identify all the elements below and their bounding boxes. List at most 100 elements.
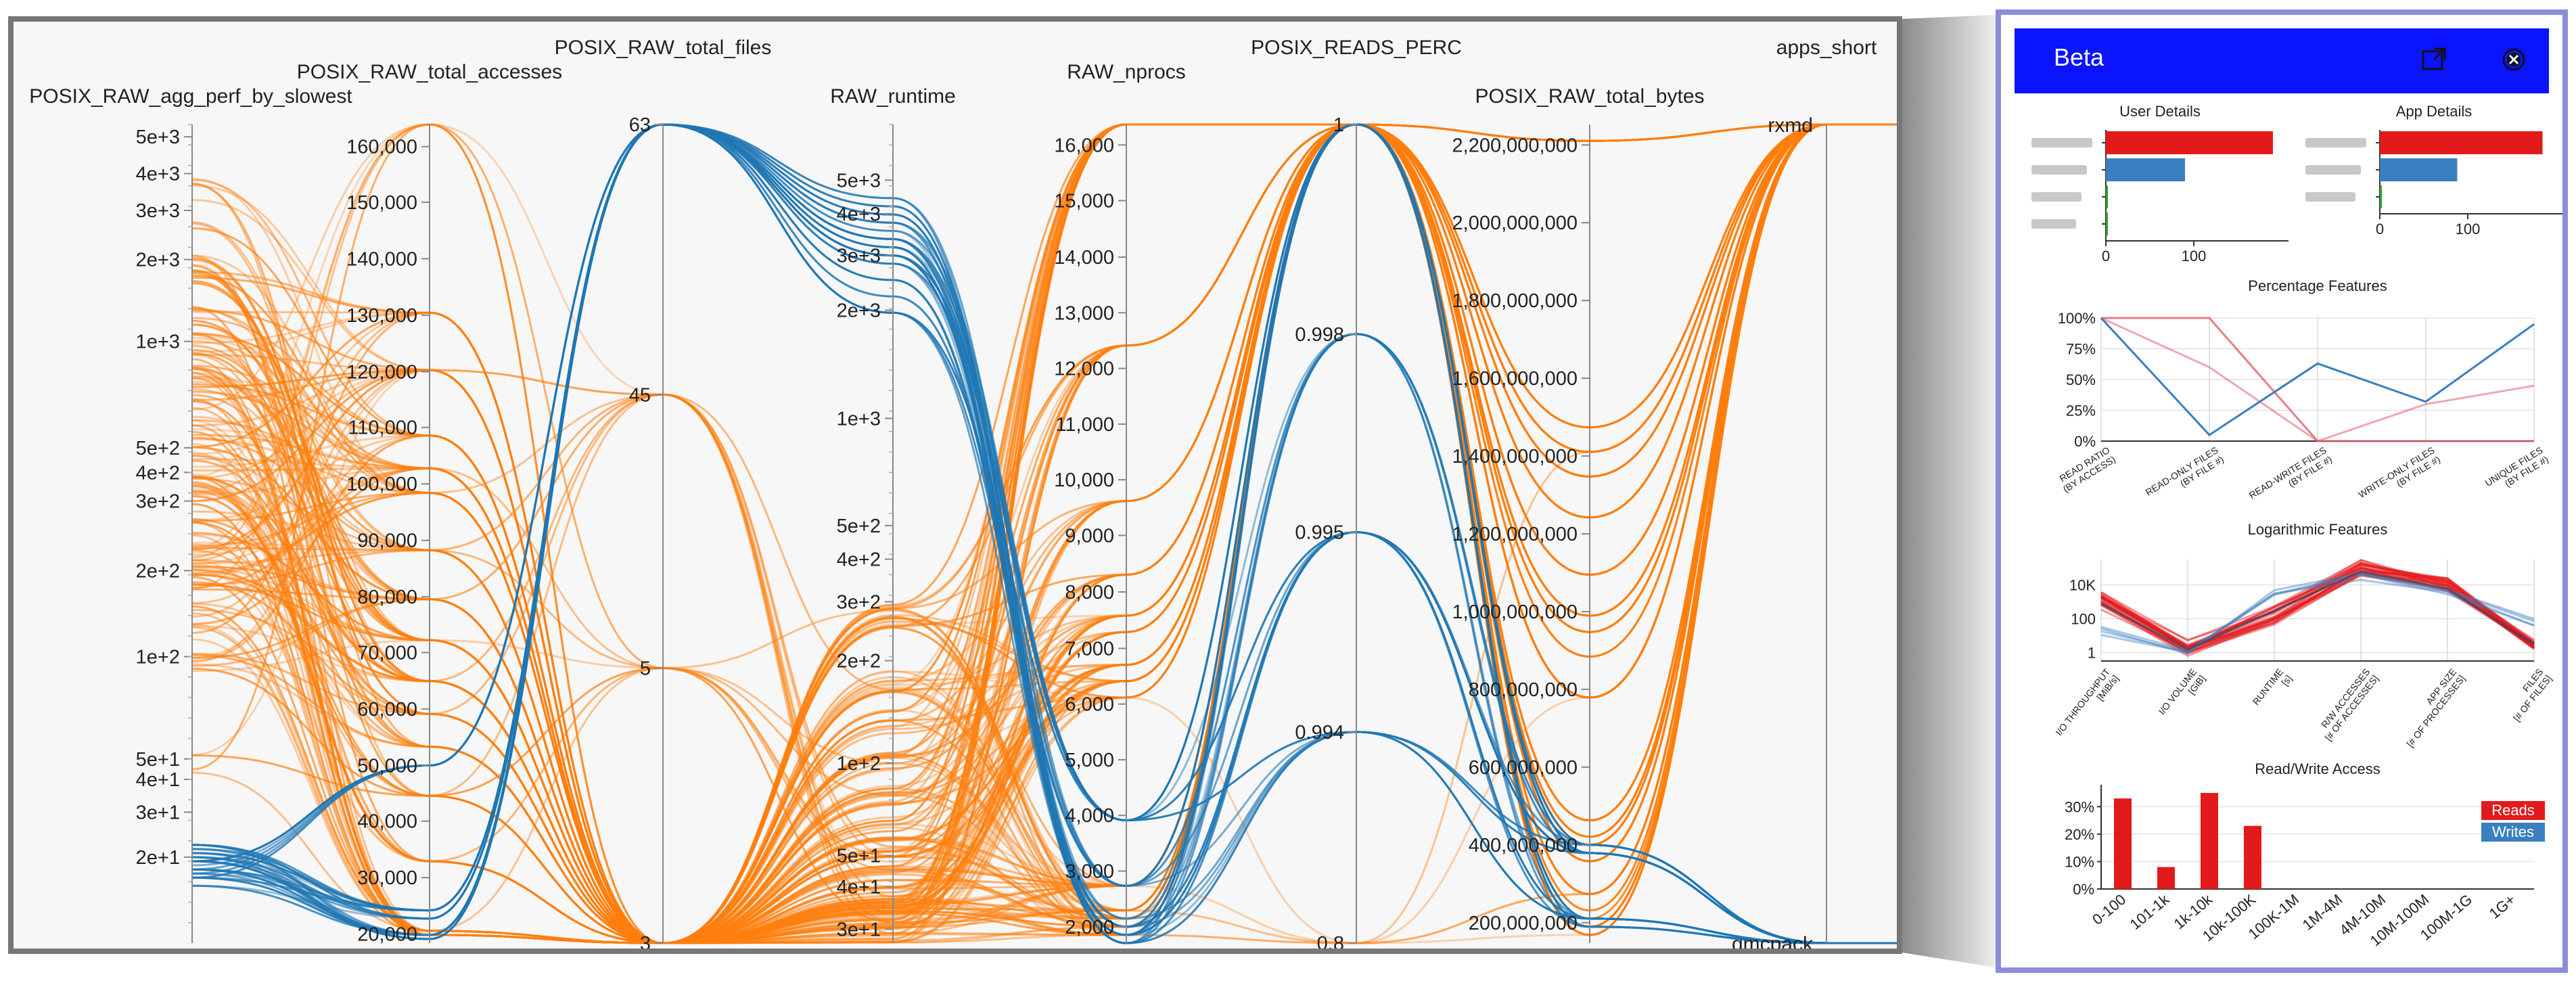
close-icon[interactable] — [2499, 45, 2529, 74]
category-label: I/O THROUGHPUT[MiB/s] — [2053, 666, 2121, 738]
tick-label: 2,000 — [1065, 917, 1114, 938]
bar — [2106, 212, 2108, 235]
beta-header: Beta — [2015, 28, 2549, 93]
tick-label: 1e+3 — [136, 332, 180, 353]
callout-shade — [1902, 15, 1996, 967]
tick-label: 4e+3 — [837, 204, 881, 225]
tick-label: 70,000 — [357, 642, 417, 664]
tick-label: 0% — [2073, 881, 2094, 898]
rxmd-line — [191, 123, 1827, 944]
tick-label: 5e+1 — [136, 749, 180, 771]
chart-title: Percentage Features — [2248, 277, 2387, 294]
series-line — [2100, 574, 2535, 654]
tick-label: 3,000 — [1065, 861, 1114, 883]
tick-label: 1e+3 — [837, 408, 881, 430]
popout-icon[interactable] — [2419, 45, 2449, 74]
tick-label: 80,000 — [357, 587, 417, 608]
tick-label: 1,600,000,000 — [1452, 368, 1578, 390]
qmcpack-line — [191, 123, 1827, 944]
axis-title: POSIX_RAW_total_bytes — [1475, 85, 1704, 108]
blurred-label — [2031, 192, 2082, 202]
tick-label: 3e+2 — [136, 491, 180, 513]
axis-posix-reads-perc: POSIX_READS_PERC 1 0.998 0.995 0.994 0.8 — [1251, 37, 1462, 949]
tick-label: 1e+2 — [136, 647, 180, 668]
tick-label: 2e+3 — [837, 300, 881, 322]
category-label: UNIQUE FILES(BY FILE #) — [2483, 444, 2550, 489]
series-line — [2100, 570, 2535, 650]
tick-label: 5e+2 — [837, 516, 881, 537]
tick-label: 30,000 — [357, 867, 417, 889]
parallel-coordinates-panel: POSIX_RAW_agg_perf_by_slowest 5e+3 4e+3 3e+… — [8, 16, 1902, 954]
tick-label: 5 — [640, 658, 651, 679]
reads-bar — [2201, 793, 2218, 889]
tick-label: 120,000 — [346, 361, 417, 383]
tick-label: 600,000,000 — [1469, 757, 1578, 779]
series-line — [2100, 572, 2535, 655]
category-label-line: I/O THROUGHPUT — [2053, 666, 2112, 738]
tick-label: 10K — [2069, 577, 2096, 594]
tick-label: 0.8 — [1317, 933, 1344, 949]
polylines — [191, 123, 1827, 944]
legend-reads-label: Reads — [2491, 802, 2535, 819]
series-line — [2100, 566, 2535, 649]
chart-title: App Details — [2396, 103, 2472, 120]
tick-label: 1 — [2088, 645, 2096, 662]
percentage-features-chart: Percentage Features 100% 75% 50% 25% 0%READ R… — [2057, 277, 2550, 501]
tick-label: 16,000 — [1054, 135, 1114, 156]
app-details-chart: App Details 0 100 — [2305, 103, 2562, 237]
rxmd-line — [191, 123, 1827, 944]
rxmd-line — [191, 123, 1827, 898]
blurred-label — [2031, 219, 2076, 229]
tick-label: 3e+3 — [837, 246, 881, 267]
series-line — [2100, 564, 2535, 649]
tick-label: 30% — [2065, 798, 2094, 815]
tick-label: 2e+2 — [837, 651, 881, 672]
tick-label: 40,000 — [357, 811, 417, 833]
logarithmic-features-chart: Logarithmic Features 10K 100 1 I/O THROUGHPU… — [2053, 521, 2554, 749]
category-label: RUNTIME[s] — [2250, 666, 2293, 707]
tick-label: 200,000,000 — [1469, 913, 1578, 934]
tick-label: 4e+1 — [136, 769, 180, 791]
series-line — [2100, 573, 2535, 653]
category-label: READ-WRITE FILES(BY FILE #) — [2247, 444, 2334, 501]
tick-label: 2e+1 — [136, 847, 180, 869]
series-line — [2100, 573, 2535, 654]
tick-label: 1,400,000,000 — [1452, 446, 1578, 467]
blurred-label — [2031, 138, 2092, 147]
tick-label: 20% — [2065, 826, 2094, 843]
blurred-label — [2305, 165, 2361, 175]
user-details-chart: User Details 0 100 — [2031, 103, 2288, 265]
tick-label: 130,000 — [346, 305, 417, 327]
tick-label: 9,000 — [1065, 525, 1114, 547]
tick-label: 4e+2 — [837, 549, 881, 571]
bar — [2106, 131, 2273, 154]
category-label: 1G+ — [2486, 891, 2518, 922]
axis-posix-raw-total-accesses: POSIX_RAW_total_accesses 160,000 150,000 14… — [297, 61, 562, 946]
tick-label: 5,000 — [1065, 750, 1114, 771]
legend-writes-label: Writes — [2492, 823, 2534, 840]
axis-title: RAW_nprocs — [1067, 61, 1186, 83]
category-label-line: RUNTIME — [2250, 666, 2285, 707]
tick-label: 2e+2 — [136, 560, 180, 582]
tick-label: 0 — [2102, 248, 2110, 265]
tick-label: 4e+3 — [136, 164, 180, 185]
tick-label: 5e+2 — [136, 438, 180, 459]
tick-label: 1 — [1333, 114, 1344, 136]
tick-label: 90,000 — [357, 530, 417, 552]
reads-bar — [2114, 798, 2132, 889]
bar — [2380, 158, 2458, 181]
reads-bar — [2244, 825, 2261, 889]
category-label-text: 101-1k — [2127, 890, 2173, 933]
parallel-coordinates-chart[interactable]: POSIX_RAW_agg_perf_by_slowest 5e+3 4e+3 3e+… — [14, 22, 1897, 949]
series-line — [2100, 559, 2535, 647]
tick-label: 8,000 — [1065, 582, 1114, 603]
beta-title: Beta — [2054, 43, 2104, 71]
axis-title: POSIX_RAW_total_files — [555, 37, 772, 59]
category-label: R/W ACCESSES[# OF ACCESSES] — [2319, 666, 2380, 743]
tick-label: 4,000 — [1065, 805, 1114, 827]
axis-posix-raw-agg-perf-by-slowest: POSIX_RAW_agg_perf_by_slowest 5e+3 4e+3 3e+… — [29, 85, 352, 943]
bar — [2380, 131, 2543, 154]
category-label: 0-100 — [2089, 891, 2129, 928]
